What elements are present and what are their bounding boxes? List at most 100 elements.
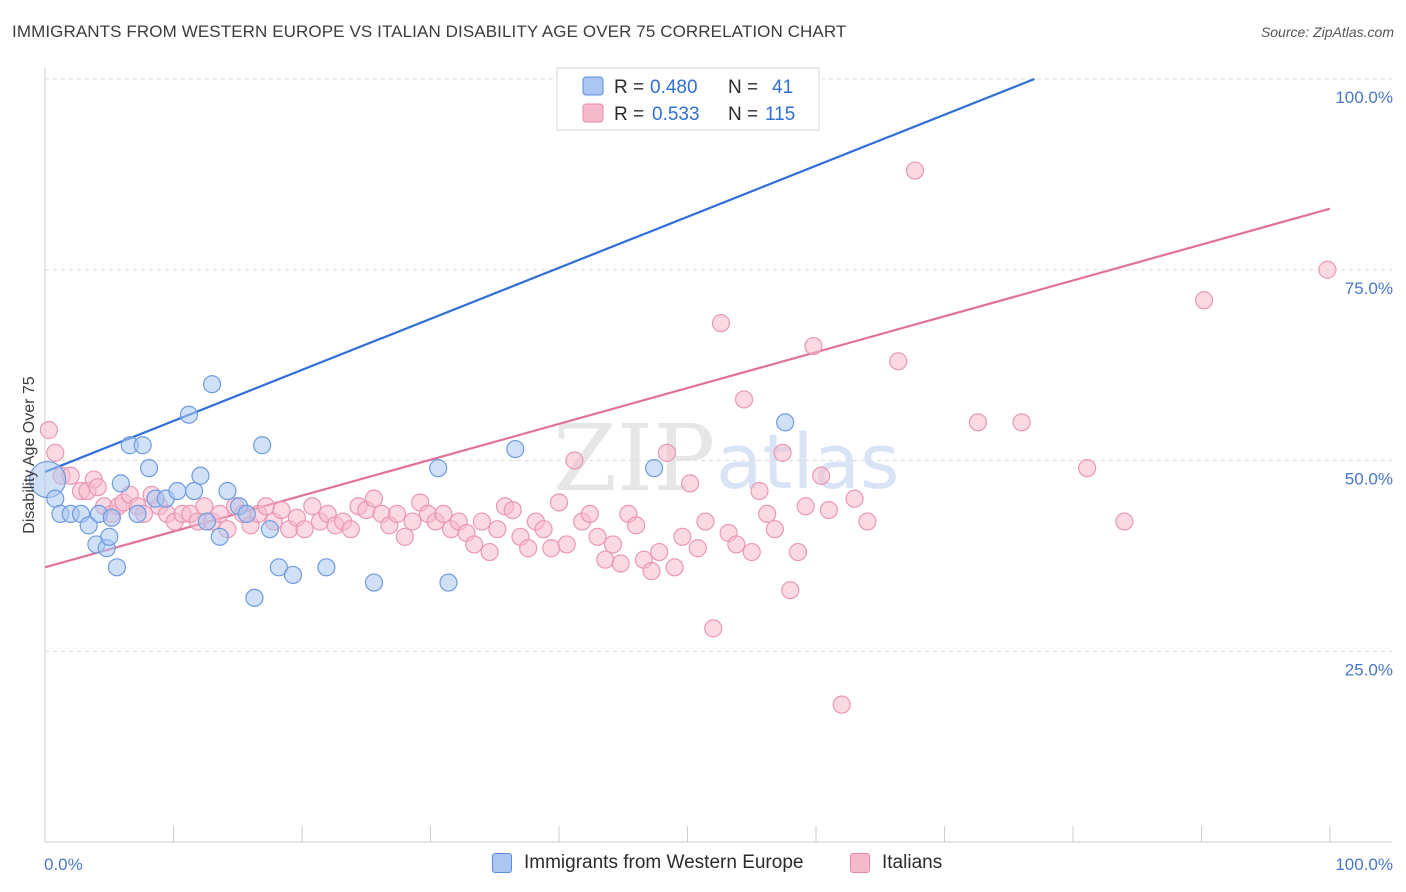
point-italians-113 xyxy=(1194,291,1214,310)
point-western-europe-37 xyxy=(439,573,458,592)
point-italians-89 xyxy=(711,314,731,333)
point-western-europe-40 xyxy=(776,413,795,432)
y-tick-label-50: 50.0% xyxy=(1345,470,1393,489)
point-italians-73 xyxy=(588,527,607,546)
point-western-europe-36 xyxy=(429,459,448,478)
point-italians-22 xyxy=(195,497,214,516)
point-western-europe-16 xyxy=(139,459,159,478)
point-western-europe-24 xyxy=(202,375,222,394)
point-italians-108 xyxy=(905,161,925,180)
x-tick-label-0: 0.0% xyxy=(44,855,83,874)
point-italians-59 xyxy=(480,542,499,562)
point-italians-36 xyxy=(303,497,322,516)
point-italians-106 xyxy=(858,512,877,531)
point-italians-48 xyxy=(395,527,414,546)
point-western-europe-33 xyxy=(283,565,303,585)
legend-swatch-western-europe xyxy=(492,853,512,873)
point-western-europe-12 xyxy=(111,474,130,493)
point-italians-57 xyxy=(465,535,484,554)
point-italians-98 xyxy=(781,581,800,600)
point-western-europe-26 xyxy=(218,481,237,501)
point-italians-53 xyxy=(434,504,453,524)
point-italians-66 xyxy=(534,520,553,539)
data-points xyxy=(28,161,1337,714)
point-italians-69 xyxy=(557,535,576,554)
point-italians-78 xyxy=(626,516,646,535)
point-italians-91 xyxy=(727,535,746,554)
trend-line-western-europe xyxy=(44,77,1035,473)
point-italians-94 xyxy=(750,481,769,501)
point-western-europe-20 xyxy=(179,405,199,424)
point-italians-47 xyxy=(387,504,407,524)
point-italians-35 xyxy=(295,520,314,539)
point-italians-110 xyxy=(1012,413,1031,432)
point-italians-92 xyxy=(734,390,754,409)
legend-swatch-italians xyxy=(850,853,870,873)
watermark-atlas: atlas xyxy=(716,417,900,506)
axes xyxy=(44,68,1392,843)
point-western-europe-23 xyxy=(197,512,217,531)
chart-title: IMMIGRANTS FROM WESTERN EUROPE VS ITALIA… xyxy=(12,22,847,41)
point-western-europe-21 xyxy=(184,481,204,501)
point-western-europe-25 xyxy=(210,527,229,546)
legend-swatch-blue xyxy=(582,76,604,96)
point-italians-100 xyxy=(796,497,815,516)
series-legend: Immigrants from Western Europe Italians xyxy=(0,852,1406,878)
correlation-legend: R = 0.480 N = 41 R = 0.533 N = 115 xyxy=(556,67,820,131)
point-italians-104 xyxy=(832,695,851,714)
point-italians-44 xyxy=(364,489,384,508)
point-western-europe-34 xyxy=(317,558,336,577)
point-italians-107 xyxy=(889,352,908,371)
point-italians-67 xyxy=(542,539,561,558)
point-western-europe-38 xyxy=(506,439,525,459)
point-italians-96 xyxy=(765,520,784,539)
legend-r-label-pink: R = xyxy=(614,104,644,125)
legend-r-value-blue: 0.480 xyxy=(650,77,698,98)
point-western-europe-39 xyxy=(644,459,664,478)
y-tick-label-25: 25.0% xyxy=(1345,660,1393,679)
point-western-europe-29 xyxy=(245,588,264,607)
point-italians-72 xyxy=(580,504,599,524)
point-western-europe-10 xyxy=(102,508,121,527)
point-italians-76 xyxy=(611,554,630,573)
point-italians-87 xyxy=(696,512,715,531)
point-western-europe-35 xyxy=(364,573,384,592)
legend-n-value-blue: 41 xyxy=(772,77,793,98)
point-italians-112 xyxy=(1115,512,1134,531)
chart-source: Source: ZipAtlas.com xyxy=(1260,24,1394,40)
point-italians-1 xyxy=(46,443,65,462)
point-italians-32 xyxy=(272,500,291,520)
legend-item-italians: Italians xyxy=(850,852,942,874)
point-italians-83 xyxy=(665,558,684,577)
legend-n-label-blue: N = xyxy=(728,77,758,98)
point-italians-109 xyxy=(968,413,988,432)
point-italians-7 xyxy=(88,478,107,497)
legend-label-italians: Italians xyxy=(882,852,943,873)
point-italians-64 xyxy=(519,539,538,558)
point-italians-114 xyxy=(1318,260,1337,279)
x-tick-label-100: 100.0% xyxy=(1335,855,1393,874)
legend-n-label-pink: N = xyxy=(728,104,758,125)
point-western-europe-31 xyxy=(260,520,279,539)
point-western-europe-9 xyxy=(100,527,119,546)
point-italians-97 xyxy=(773,443,792,462)
legend-r-label-blue: R = xyxy=(614,77,644,98)
point-western-europe-14 xyxy=(128,504,147,524)
point-italians-62 xyxy=(503,500,522,520)
point-western-europe-11 xyxy=(107,558,127,577)
point-italians-95 xyxy=(758,504,777,524)
point-italians-70 xyxy=(565,451,584,470)
point-western-europe-15 xyxy=(133,436,152,455)
y-tick-label-100: 100.0% xyxy=(1335,88,1393,107)
point-italians-102 xyxy=(812,466,831,485)
point-italians-49 xyxy=(403,512,422,531)
x-ticks xyxy=(173,826,1331,842)
point-italians-88 xyxy=(704,619,723,638)
point-italians-105 xyxy=(845,489,864,508)
point-italians-74 xyxy=(596,550,615,569)
point-italians-84 xyxy=(673,527,692,546)
y-tick-label-75: 75.0% xyxy=(1345,279,1393,298)
y-tick-labels: 25.0% 50.0% 75.0% 100.0% xyxy=(1335,88,1393,679)
point-western-europe-1 xyxy=(46,489,65,508)
point-western-europe-32 xyxy=(269,558,288,577)
